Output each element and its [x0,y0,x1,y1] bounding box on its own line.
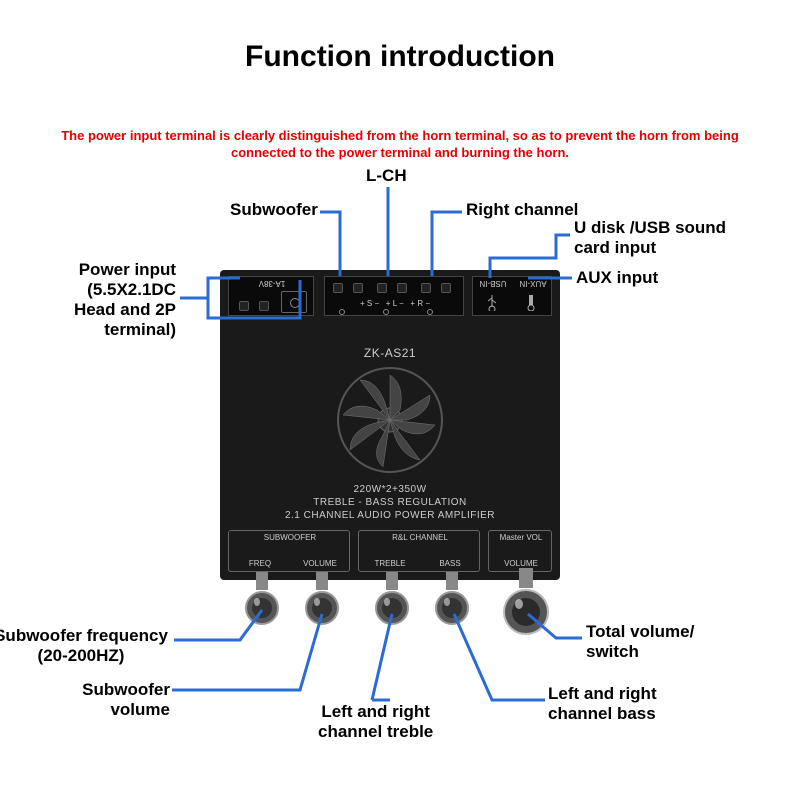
aux-callout: AUX input [576,268,658,288]
right-channel-callout: Right channel [466,200,578,220]
bass-callout: Left and right channel bass [548,684,657,724]
usb-callout: U disk /USB sound card input [574,218,726,258]
lch-callout: L-CH [366,166,407,186]
power-input-callout: Power input (5.5X2.1DC Head and 2P termi… [40,260,176,340]
treble-callout: Left and right channel treble [318,702,433,742]
sub-vol-callout: Subwoofer volume [20,680,170,720]
total-vol-callout: Total volume/ switch [586,622,694,662]
subwoofer-callout: Subwoofer [230,200,318,220]
sub-freq-callout: Subwoofer frequency (20-200HZ) [0,626,172,666]
